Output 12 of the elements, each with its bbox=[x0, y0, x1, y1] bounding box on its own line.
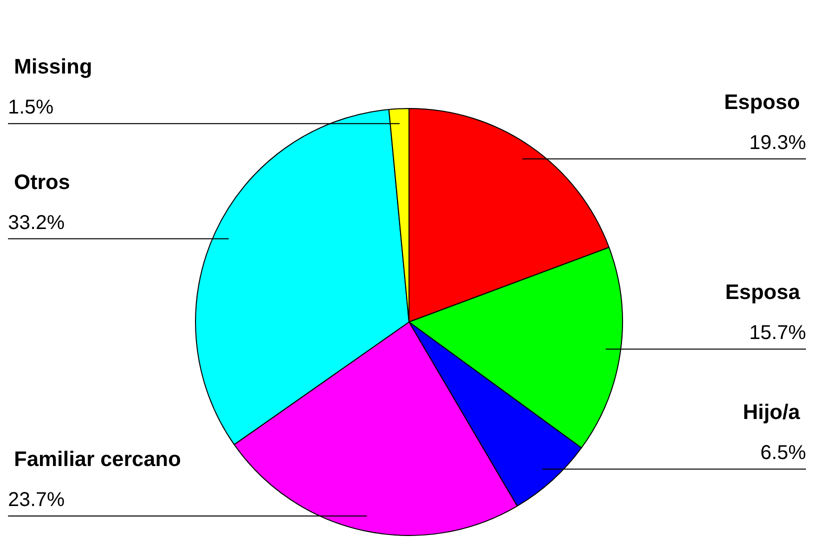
data-label: 23.7% bbox=[8, 489, 65, 512]
slice-label: Missing bbox=[14, 56, 92, 79]
data-label: 19.3% bbox=[749, 132, 806, 154]
slice-label: Esposa bbox=[725, 281, 800, 304]
data-label: 33.2% bbox=[8, 212, 65, 234]
slice-label: Esposo bbox=[724, 90, 800, 114]
slice-label: Hijo/a bbox=[742, 401, 800, 424]
data-label: 6.5% bbox=[760, 442, 806, 464]
slice-label: Familiar cercano bbox=[14, 448, 181, 472]
data-label: 1.5% bbox=[8, 96, 54, 119]
data-label: 15.7% bbox=[749, 322, 806, 344]
slice-label: Otros bbox=[14, 170, 70, 194]
